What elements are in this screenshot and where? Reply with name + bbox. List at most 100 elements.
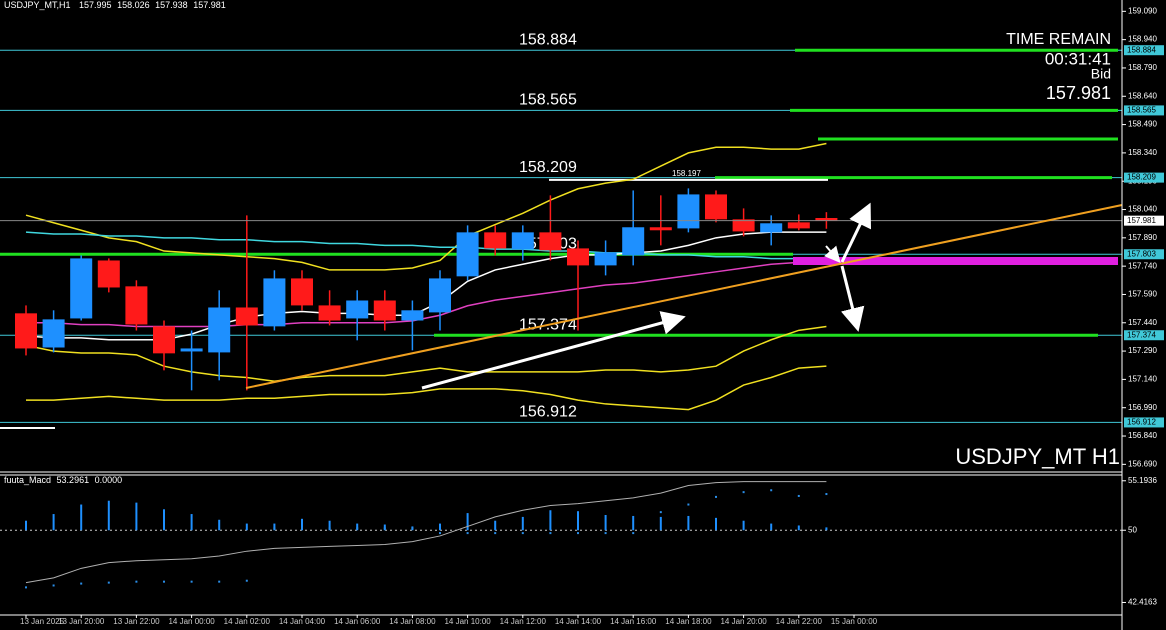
signal-dot [577,532,579,535]
close-price: 157.981 [193,0,226,10]
candle-body [346,300,369,319]
signal-dot [494,532,497,535]
candle-body [15,313,37,349]
candle-body [622,227,645,256]
open-price: 157.995 [79,0,112,10]
arrow [421,311,686,390]
x-tick-label: 13 Jan 22:00 [113,617,160,626]
x-tick-label: 14 Jan 06:00 [334,617,381,626]
candle-body [732,219,755,232]
x-tick-label: 14 Jan 12:00 [500,617,547,626]
signal-dot [632,532,635,535]
level-box-label: 157.803 [1127,249,1156,258]
indicator-line [25,325,827,383]
candle-body [815,218,838,221]
y-tick-label: 159.090 [1128,6,1157,15]
candle-body [594,252,617,266]
indicator-line [25,231,827,260]
y-tick-label: 157.740 [1128,261,1157,270]
high-mark-label: 158.197 [672,169,701,178]
y-tick-label: 158.490 [1128,120,1157,129]
signal-dot [715,495,717,498]
macd-value: 0.0000 [95,475,123,485]
signal-dot [190,580,193,583]
candle-body [180,348,203,352]
level-box [1124,330,1164,341]
signal-dot [604,532,607,535]
signal-dot [328,527,331,530]
level-box-label: 158.884 [1127,45,1156,54]
signal-dot [218,580,221,583]
candle-body [429,278,451,313]
signal-dot [770,489,773,492]
x-tick-label: 14 Jan 20:00 [720,617,767,626]
signal-dot [687,503,690,506]
drawings-under [0,137,1118,429]
level-label: 158.884 [519,31,577,48]
candle-body [373,300,396,321]
x-tick-label: 14 Jan 08:00 [389,617,436,626]
candle-body [760,223,783,233]
level-box-label: 156.912 [1127,418,1156,427]
signal-dot [245,579,248,582]
bid-price: 157.981 [1046,83,1111,103]
trend-line [245,204,1123,389]
y-tick-label: 158.040 [1128,205,1157,214]
signal-dot [742,491,745,494]
signal-dot [107,581,110,584]
signal-dot [52,584,55,587]
time-remain-label: TIME REMAIN [1006,31,1111,48]
level-label: 158.565 [519,92,577,109]
drawings-over [245,202,1123,390]
signal-dot [273,527,276,530]
y-tick-label: 157.890 [1128,233,1157,242]
signal-dot [797,494,800,497]
y-tick-label: 55.1936 [1128,476,1157,485]
time-remain: 00:31:41 [1045,49,1111,68]
chart-header: USDJPY_MT,H1 157.995 158.026 157.938 157… [4,0,226,10]
candle-body [511,232,534,250]
watermark: USDJPY_MT H1 [955,444,1120,469]
macd-value: 53.2961 [57,475,90,485]
x-tick-label: 14 Jan 00:00 [168,617,215,626]
y-tick-label: 157.140 [1128,375,1157,384]
high-price: 158.026 [117,0,150,10]
signal-dot [439,532,441,535]
level-box [1124,249,1164,260]
bid-box [1124,215,1164,226]
x-tick-label: 14 Jan 16:00 [610,617,657,626]
y-tick-label: 157.440 [1128,318,1157,327]
y-tick-label: 158.940 [1128,35,1157,44]
candle-body [208,307,231,353]
arrow [840,202,872,263]
level-box-label: 157.374 [1127,330,1156,339]
x-tick-label: 14 Jan 02:00 [224,617,271,626]
arrow [824,245,841,264]
signal-dot [25,586,27,589]
candle-body [456,232,479,277]
macd-title: fuuta_Macd [4,475,51,485]
x-tick-label: 14 Jan 04:00 [279,617,326,626]
y-tick-label: 42.4163 [1128,598,1157,607]
signal-dot [383,527,386,530]
signal-dot [411,527,414,530]
signal-dot [549,532,552,535]
arrow [840,265,865,332]
candle-body [125,286,148,325]
magenta-zone [793,257,1118,265]
y-tick-label: 156.990 [1128,403,1157,412]
candle-body [401,310,424,321]
x-tick-label: 14 Jan 18:00 [665,617,712,626]
signal-dot [521,532,524,535]
candle-body [318,305,341,321]
macd-header: fuuta_Macd 53.2961 0.0000 [4,475,122,485]
candle-body [677,194,700,229]
candle-body [70,258,93,319]
signal-dot [135,580,138,583]
level-label: 156.912 [519,404,577,421]
y-tick-label: 157.590 [1128,290,1157,299]
candle-body [153,326,175,354]
candle-body [42,319,65,348]
candle-body [263,278,286,327]
